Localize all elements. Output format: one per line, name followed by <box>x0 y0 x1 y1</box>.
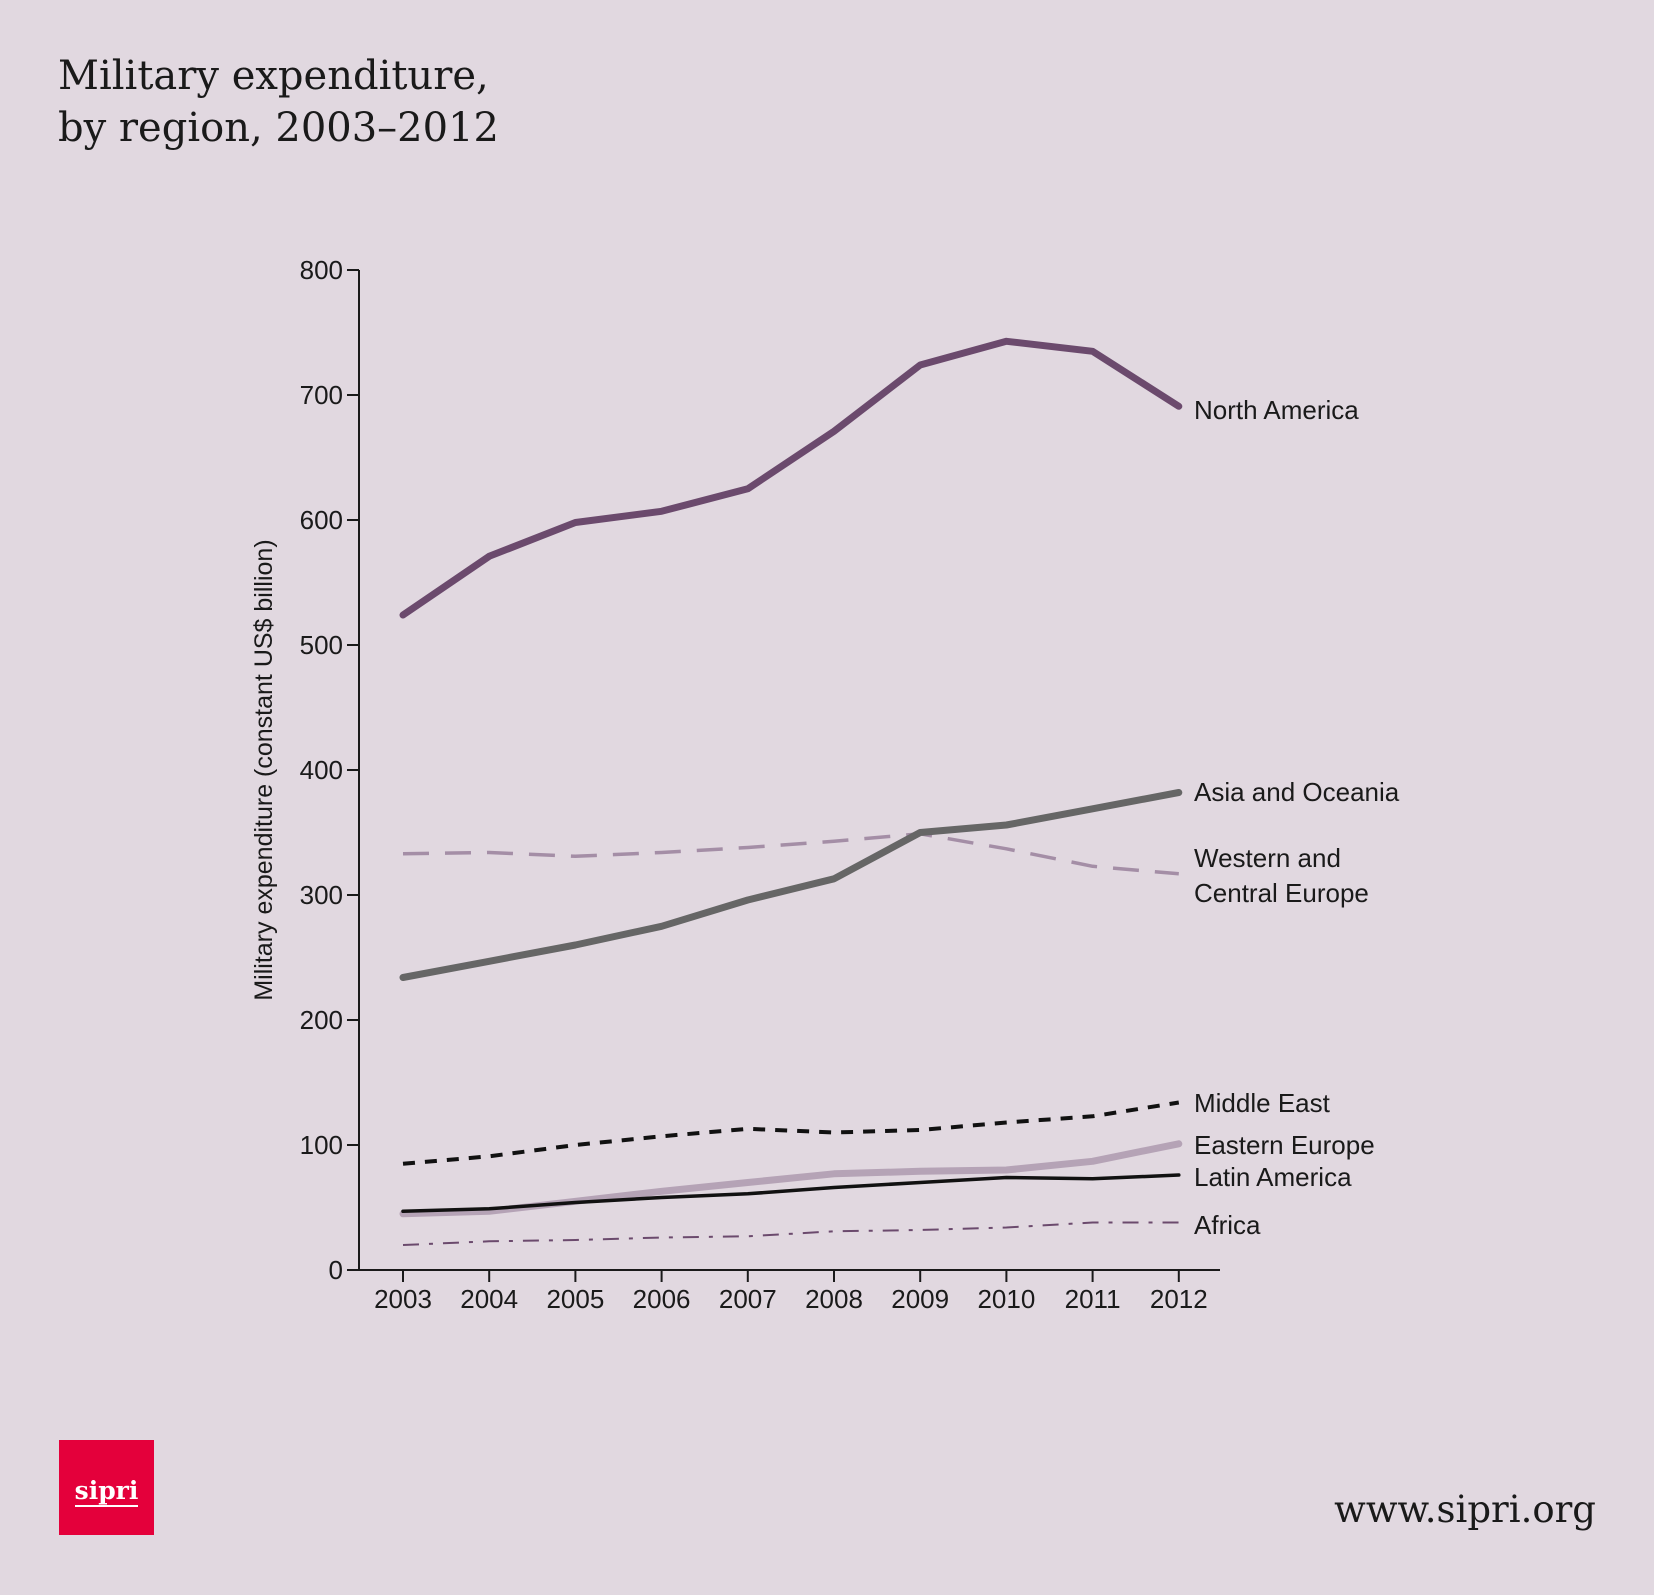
series-label-latin-america: Latin America <box>1194 1162 1352 1192</box>
chart-title-line-2: by region, 2003–2012 <box>58 105 499 151</box>
x-tick-label: 2005 <box>546 1284 604 1314</box>
footer-url[interactable]: www.sipri.org <box>1334 1488 1596 1531</box>
y-axis-label: Military expenditure (constant US$ billi… <box>250 539 278 1000</box>
y-tick-label: 600 <box>300 505 343 535</box>
series-label-middle-east: Middle East <box>1194 1088 1331 1118</box>
y-tick-label: 100 <box>300 1130 343 1160</box>
chart-title-line-1: Military expenditure, <box>58 53 489 99</box>
x-tick-label: 2011 <box>1065 1284 1121 1314</box>
sipri-logo-text: sipri <box>74 1476 139 1507</box>
chart-axes: 0 100 200 300 400 500 600 700 800 2003 2004 2005 200… <box>300 255 1220 1314</box>
series-label-asia-and-oceania: Asia and Oceania <box>1194 777 1400 807</box>
x-tick-label: 2010 <box>977 1284 1035 1314</box>
y-tick-label: 700 <box>300 380 343 410</box>
series-line-middle-east <box>402 1100 1180 1166</box>
series-line-north-america <box>399 337 1183 619</box>
series-line-latin-america <box>401 1173 1181 1214</box>
series-label-north-america: North America <box>1194 395 1359 425</box>
series-label-western-and-central-europe: Western and <box>1194 843 1341 873</box>
y-tick-label: 800 <box>300 255 343 285</box>
x-tick-label: 2012 <box>1150 1284 1208 1314</box>
chart-series-lines <box>399 337 1183 1246</box>
y-tick-label: 0 <box>329 1255 343 1285</box>
x-tick-label: 2004 <box>460 1284 518 1314</box>
series-label-africa: Africa <box>1194 1210 1261 1240</box>
x-tick-label: 2008 <box>805 1284 863 1314</box>
x-tick-label: 2007 <box>719 1284 777 1314</box>
y-tick-label: 500 <box>300 630 343 660</box>
sipri-logo: sipri <box>59 1440 154 1535</box>
y-tick-label: 200 <box>300 1005 343 1035</box>
series-line-western-and-central-europe <box>402 832 1179 876</box>
series-label-western-and-central-europe: Central Europe <box>1194 878 1369 908</box>
y-tick-label: 300 <box>300 880 343 910</box>
x-tick-label: 2006 <box>633 1284 691 1314</box>
series-label-eastern-europe: Eastern Europe <box>1194 1130 1375 1160</box>
series-line-africa <box>402 1221 1179 1246</box>
y-tick-label: 400 <box>300 755 343 785</box>
x-tick-label: 2009 <box>891 1284 949 1314</box>
series-line-asia-and-oceania <box>399 789 1183 981</box>
chart-title: Military expenditure, by region, 2003–20… <box>58 50 499 154</box>
chart-series-labels: North America Asia and Oceania Western and… <box>1194 395 1400 1240</box>
x-tick-label: 2003 <box>374 1284 432 1314</box>
